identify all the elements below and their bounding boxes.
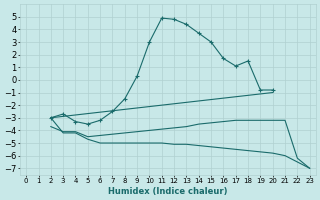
X-axis label: Humidex (Indice chaleur): Humidex (Indice chaleur): [108, 187, 228, 196]
